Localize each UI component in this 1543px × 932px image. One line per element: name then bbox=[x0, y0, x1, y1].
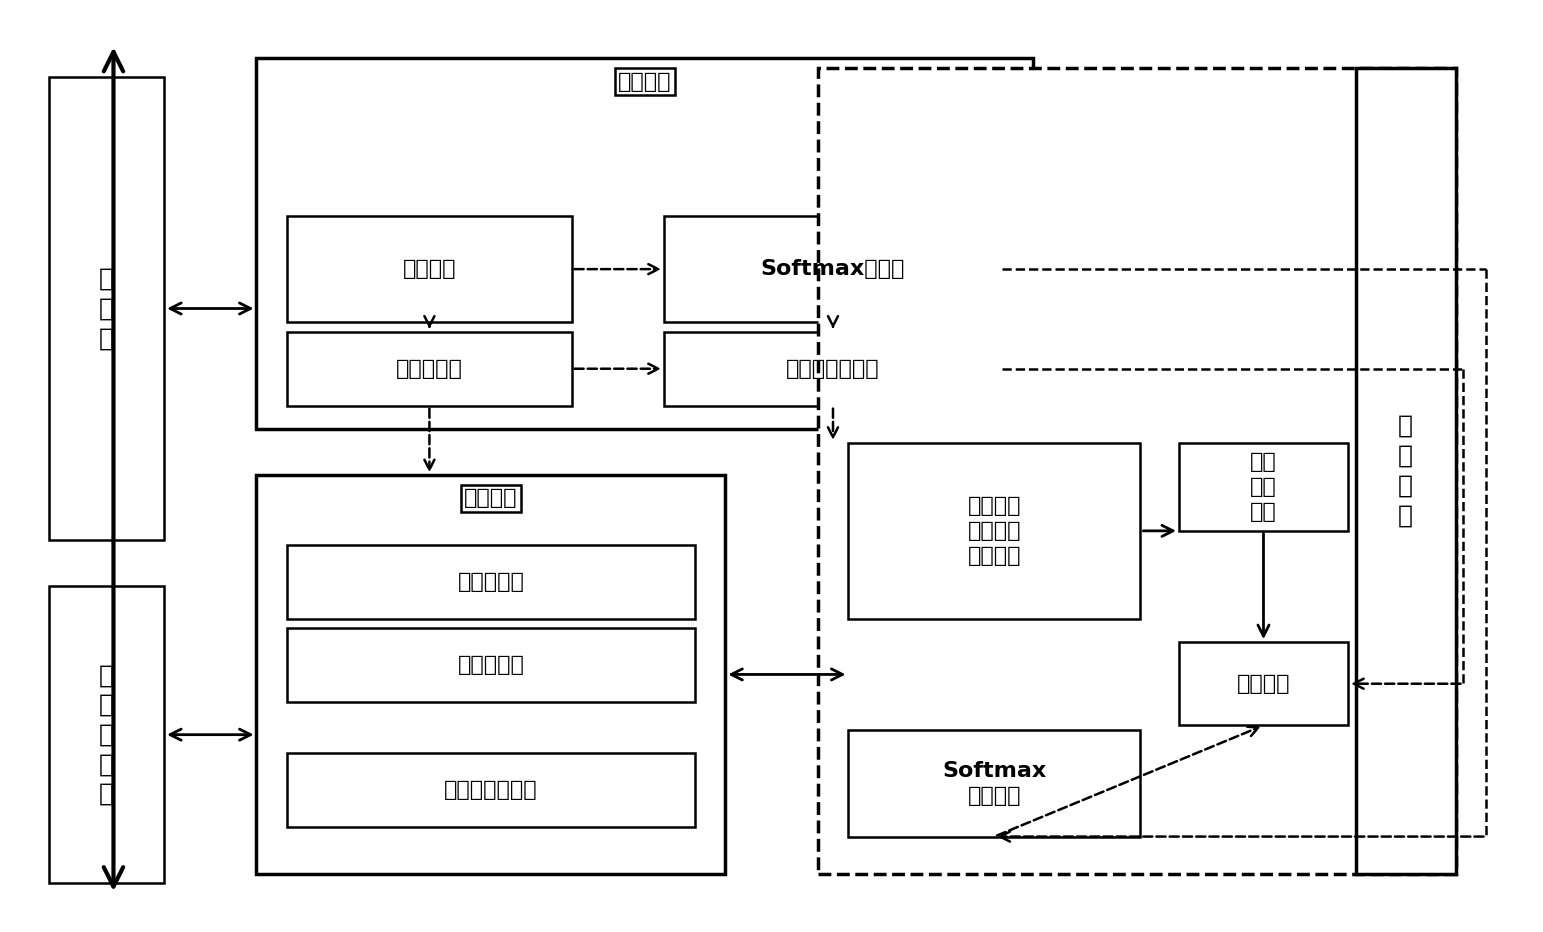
Text: Softmax
计算模块: Softmax 计算模块 bbox=[943, 761, 1046, 805]
Text: 外
部
存
储
器: 外 部 存 储 器 bbox=[99, 664, 114, 806]
Bar bbox=[1356, 68, 1455, 873]
Text: 计
算
单
元: 计 算 单 元 bbox=[1398, 414, 1413, 528]
Bar bbox=[287, 753, 694, 828]
Bar bbox=[256, 59, 1032, 429]
Bar bbox=[1179, 642, 1349, 725]
Bar bbox=[287, 216, 571, 322]
Bar bbox=[287, 332, 571, 405]
Text: 激活存储器: 激活存储器 bbox=[457, 655, 525, 675]
Bar bbox=[849, 730, 1140, 837]
Bar bbox=[49, 77, 164, 541]
Bar bbox=[1179, 443, 1349, 531]
Text: 重排模块: 重排模块 bbox=[1237, 674, 1290, 693]
Bar bbox=[818, 68, 1455, 873]
Text: 总控制器: 总控制器 bbox=[403, 259, 457, 279]
Text: Softmax控制器: Softmax控制器 bbox=[761, 259, 906, 279]
Text: 矩阵乘法控制器: 矩阵乘法控制器 bbox=[787, 359, 880, 378]
Text: 地址生成器: 地址生成器 bbox=[397, 359, 463, 378]
Bar bbox=[287, 544, 694, 619]
Text: 多模兼容
矩阵乘法
计算模块: 多模兼容 矩阵乘法 计算模块 bbox=[967, 496, 1021, 566]
Text: 矢量
计算
模块: 矢量 计算 模块 bbox=[1250, 452, 1278, 522]
Text: 存储单元: 存储单元 bbox=[464, 488, 517, 509]
Text: 权重存储器: 权重存储器 bbox=[457, 572, 525, 592]
Bar bbox=[663, 332, 1001, 405]
Bar bbox=[663, 216, 1001, 322]
Bar bbox=[256, 475, 725, 873]
Text: 软
件
端: 软 件 端 bbox=[99, 267, 114, 350]
Text: 控制单元: 控制单元 bbox=[617, 72, 671, 91]
Text: 中间数据存储器: 中间数据存储器 bbox=[444, 780, 537, 801]
Bar bbox=[849, 443, 1140, 619]
Bar bbox=[287, 628, 694, 702]
Bar bbox=[49, 586, 164, 883]
